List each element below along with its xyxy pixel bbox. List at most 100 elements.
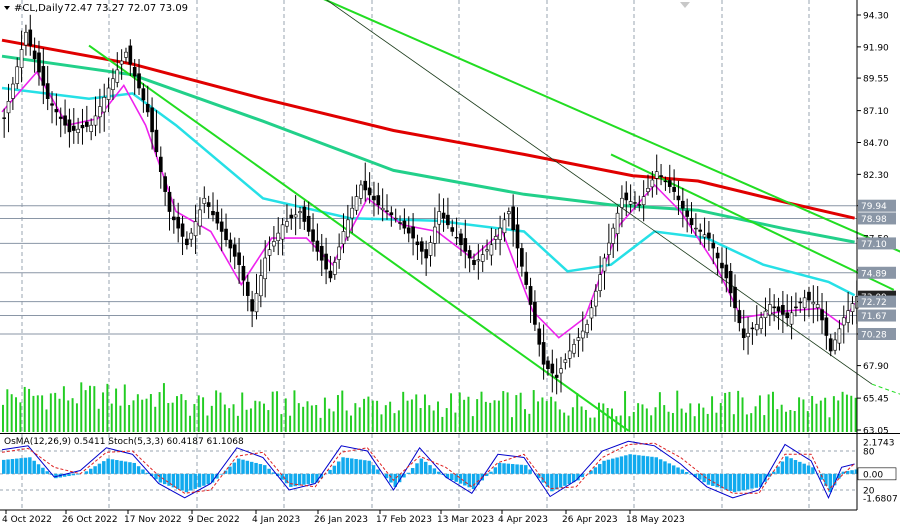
candle-body <box>555 375 558 377</box>
volume-bar <box>554 401 556 432</box>
osma-bar <box>185 474 188 492</box>
osma-bar <box>19 458 22 474</box>
volume-bar <box>715 413 717 432</box>
candle-body <box>825 318 828 336</box>
volume-bar <box>711 396 713 432</box>
volume-bar <box>180 394 182 432</box>
volume-bar <box>698 403 700 432</box>
volume-bar <box>272 392 274 432</box>
osma-bar <box>450 474 453 480</box>
x-tick-label: 26 Oct 2022 <box>62 515 118 525</box>
osma-bar <box>515 464 518 473</box>
osma-bar <box>89 469 92 474</box>
osma-bar <box>750 474 753 489</box>
candle-body <box>359 185 362 198</box>
osma-bar <box>115 460 118 474</box>
candle-body <box>194 222 197 236</box>
volume-bar <box>655 407 657 432</box>
y-tick-label: 63.05 <box>863 427 889 437</box>
osma-bar <box>702 474 705 482</box>
volume-bar <box>581 406 583 432</box>
volume-bar <box>89 386 91 432</box>
osma-bar <box>67 474 70 476</box>
y-tick-label: 91.90 <box>863 43 889 53</box>
volume-bar <box>63 386 65 432</box>
osma-bar <box>420 459 423 474</box>
candle-body <box>151 108 154 132</box>
candle-body <box>599 275 602 291</box>
volume-bar <box>855 398 857 432</box>
volume-bar <box>337 395 339 432</box>
candle-body <box>420 242 423 252</box>
osma-bar <box>267 469 270 474</box>
candle-body <box>538 329 541 344</box>
volume-bar <box>533 390 535 432</box>
osma-bar <box>246 461 249 474</box>
candle-body <box>20 50 23 68</box>
candle-body <box>516 225 519 248</box>
candle-body <box>472 260 475 264</box>
osma-bar <box>563 474 566 486</box>
candle-body <box>742 329 745 338</box>
candle-body <box>590 308 593 318</box>
osma-bar <box>350 458 353 473</box>
candle-body <box>329 271 332 278</box>
candle-body <box>164 177 167 192</box>
volume-bar <box>106 384 108 432</box>
osma-bar <box>193 474 196 489</box>
candle-body <box>425 249 428 258</box>
volume-bar <box>193 404 195 432</box>
volume-bar <box>163 383 165 432</box>
volume-bar <box>376 401 378 432</box>
volume-bar <box>324 398 326 432</box>
volume-bar <box>850 396 852 432</box>
volume-bar <box>172 403 174 432</box>
volume-bar <box>755 406 757 432</box>
osma-bar <box>546 474 549 487</box>
osma-bar <box>742 474 745 491</box>
volume-bar <box>80 382 82 432</box>
candle-body <box>603 258 606 271</box>
volume-bar <box>220 393 222 432</box>
volume-bar <box>407 401 409 432</box>
candle-body <box>573 344 576 353</box>
volume-bar <box>446 408 448 432</box>
volume-bar <box>346 410 348 432</box>
candle-body <box>225 229 228 240</box>
volume-bar <box>54 393 56 432</box>
volume-bar <box>311 405 313 432</box>
price-level-label: 72.72 <box>861 298 887 308</box>
candle-body <box>842 318 845 325</box>
volume-bar <box>32 396 34 432</box>
candle-body <box>568 351 571 358</box>
candle-body <box>834 340 837 350</box>
candle-body <box>59 117 62 119</box>
candle-body <box>616 213 619 233</box>
candle-body <box>720 263 723 268</box>
volume-bar <box>637 403 639 432</box>
osma-bar <box>602 461 605 474</box>
candle-body <box>777 307 780 311</box>
osma-bar <box>154 474 157 479</box>
candle-body <box>612 228 615 243</box>
osma-bar <box>528 469 531 473</box>
volume-bar <box>737 391 739 432</box>
osma-bar <box>302 474 305 485</box>
osma-bar <box>711 474 714 486</box>
candle-body <box>707 233 710 238</box>
osma-bar <box>802 464 805 474</box>
volume-bar <box>206 416 208 432</box>
osma-bar <box>554 474 557 490</box>
candle-body <box>37 53 40 72</box>
candle-body <box>525 272 528 284</box>
candle-body <box>807 292 810 300</box>
candle-body <box>799 302 802 303</box>
volume-bar <box>807 411 809 432</box>
volume-bar <box>259 401 261 432</box>
volume-bar <box>428 405 430 432</box>
candle-body <box>385 211 388 212</box>
volume-bar <box>528 414 530 432</box>
price-level-label: 74.89 <box>861 269 887 279</box>
volume-bar <box>467 397 469 432</box>
